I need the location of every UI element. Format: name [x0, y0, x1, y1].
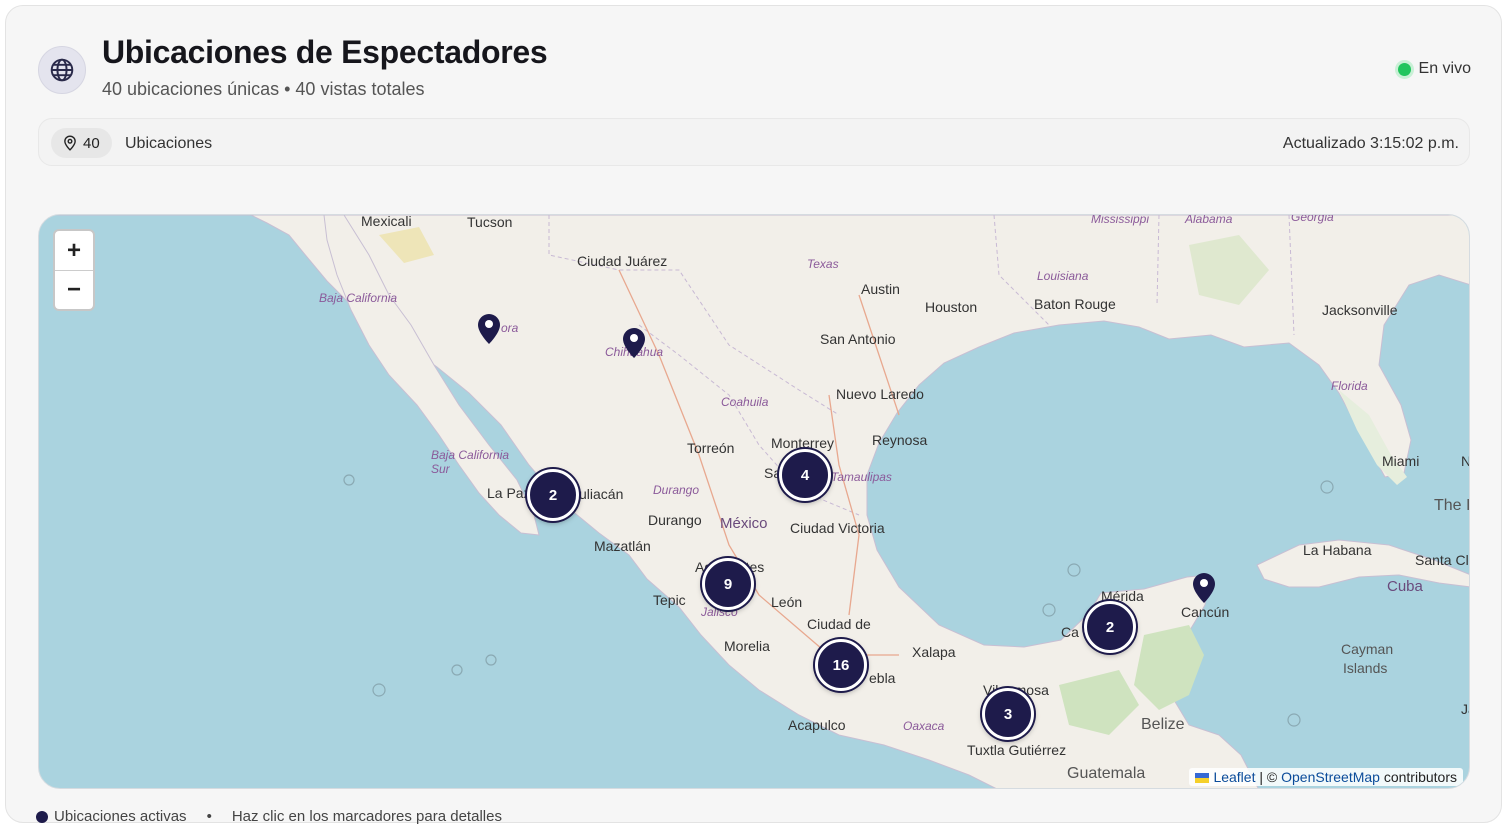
attribution-contributors: contributors	[1379, 769, 1457, 785]
legend-separator: •	[206, 808, 212, 825]
last-updated: Actualizado 3:15:02 p.m.	[1282, 135, 1459, 152]
stats-bar: 40 Ubicaciones Actualizado 3:15:02 p.m.	[38, 118, 1470, 166]
page-title: Ubicaciones de Espectadores	[102, 34, 548, 70]
viewer-locations-card: Ubicaciones de Espectadores 40 ubicacion…	[5, 5, 1502, 823]
marker-cluster[interactable]: 16	[815, 639, 867, 691]
zoom-out-button[interactable]: −	[55, 270, 93, 309]
globe-icon	[38, 46, 86, 94]
marker-cluster[interactable]: 2	[1084, 601, 1136, 653]
zoom-control: + −	[53, 229, 95, 311]
legend-dot	[36, 810, 48, 823]
osm-link[interactable]: OpenStreetMap	[1281, 769, 1380, 785]
ukraine-flag-icon	[1195, 773, 1210, 783]
marker-cluster[interactable]: 9	[702, 558, 754, 610]
map-view[interactable]: Mexicali Tucson Ciudad Juárez Texas Miss…	[38, 214, 1470, 789]
live-status-dot	[1397, 62, 1411, 76]
legend-label: Ubicaciones activas	[54, 808, 187, 825]
location-count-badge: 40	[51, 128, 112, 158]
marker-cluster[interactable]: 2	[527, 469, 579, 521]
map-legend: Ubicaciones activas • Haz clic en los ma…	[36, 808, 502, 825]
live-indicator: En vivo	[1397, 60, 1471, 78]
attribution-separator: | ©	[1255, 769, 1282, 785]
leaflet-link[interactable]: Leaflet	[1213, 769, 1256, 785]
page-subtitle: 40 ubicaciones únicas • 40 vistas totale…	[102, 79, 425, 99]
location-pin-icon[interactable]	[476, 311, 502, 345]
marker-cluster[interactable]: 4	[779, 449, 831, 501]
location-count-label: Ubicaciones	[125, 135, 213, 152]
location-pin-icon[interactable]	[1191, 570, 1217, 604]
live-label: En vivo	[1418, 60, 1471, 77]
legend-hint: Haz clic en los marcadores para detalles	[231, 808, 502, 825]
map-pin-icon	[64, 135, 76, 151]
map-attribution: Leaflet | © OpenStreetMap contributors	[1189, 768, 1463, 786]
location-count: 40	[83, 134, 100, 152]
location-pin-icon[interactable]	[621, 325, 647, 359]
basemap	[39, 215, 1469, 788]
marker-cluster[interactable]: 3	[982, 688, 1034, 740]
zoom-in-button[interactable]: +	[66, 236, 81, 264]
